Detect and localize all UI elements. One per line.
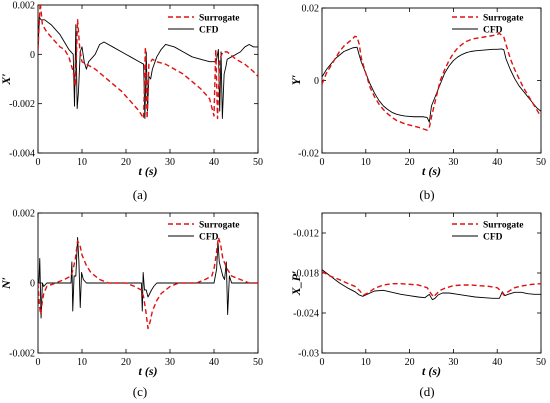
plot-frame (37, 4, 259, 154)
x-tick-label: 20 (405, 357, 415, 368)
series-line-surrogate (38, 5, 258, 120)
x-tick-label: 30 (448, 157, 458, 168)
x-tick-label: 40 (209, 157, 219, 168)
y-tick-label: -0.004 (9, 149, 35, 160)
legend-label: Surrogate (483, 221, 523, 231)
x-axis-label: t (s) (139, 164, 158, 178)
panel-caption: (a) (133, 187, 147, 202)
panel-caption: (c) (133, 384, 147, 399)
legend-label: CFD (483, 26, 503, 36)
x-axis-label: t (s) (139, 364, 158, 378)
x-tick-label: 50 (253, 157, 263, 168)
x-tick-label: 0 (36, 157, 41, 168)
series-line-cfd (322, 46, 541, 123)
x-tick-label: 30 (165, 357, 175, 368)
y-tick-label: 0 (314, 76, 319, 87)
plot-frame (321, 7, 542, 154)
x-tick-label: 10 (77, 357, 87, 368)
x-tick-label: 20 (405, 157, 415, 168)
y-tick-label: 0.02 (302, 4, 320, 15)
legend-label: CFD (199, 26, 219, 36)
series-line-cfd (38, 16, 258, 119)
x-axis-label: t (s) (422, 364, 441, 378)
y-tick-label: 0.002 (13, 209, 36, 220)
legend-label: Surrogate (483, 14, 523, 24)
x-tick-label: 40 (209, 357, 219, 368)
series-line-cfd (322, 269, 541, 301)
x-tick-label: 50 (253, 357, 263, 368)
x-tick-label: 10 (361, 357, 371, 368)
y-axis-label: N′ (0, 277, 13, 290)
y-tick-label: -0.024 (293, 309, 319, 320)
y-tick-label: -0.012 (293, 229, 319, 240)
x-tick-label: 50 (536, 357, 546, 368)
x-tick-label: 0 (320, 357, 325, 368)
x-tick-label: 40 (492, 357, 502, 368)
chart-panel-4: -0.03 -0.024 -0.018 -0.012 0 10 20 30 40 50 X_P′t … (289, 212, 546, 399)
legend-label: Surrogate (199, 221, 239, 231)
y-tick-label: -0.02 (298, 149, 319, 160)
legend-label: CFD (199, 233, 219, 243)
x-tick-label: 0 (36, 357, 41, 368)
x-tick-label: 20 (121, 157, 131, 168)
panel-caption: (b) (419, 187, 434, 202)
x-axis-label: t (s) (422, 164, 441, 178)
panel-caption: (d) (419, 384, 434, 399)
y-tick-label: 0 (30, 279, 35, 290)
x-tick-label: 20 (121, 357, 131, 368)
y-tick-label: -0.03 (298, 349, 319, 360)
y-axis-label: X′ (0, 73, 13, 85)
chart-panel-1: -0.004 -0.002 0 0.002 0 10 20 30 40 50 X′ t (s) Surr… (0, 1, 263, 203)
x-tick-label: 50 (536, 157, 546, 168)
legend-label: Surrogate (199, 14, 239, 24)
legend-label: CFD (483, 233, 503, 243)
x-tick-label: 0 (320, 157, 325, 168)
x-tick-label: 10 (77, 157, 87, 168)
y-tick-label: -0.002 (9, 349, 35, 360)
x-tick-label: 30 (448, 357, 458, 368)
x-tick-label: 10 (361, 157, 371, 168)
y-tick-label: 0 (30, 50, 35, 61)
series-line-surrogate (38, 236, 258, 330)
x-tick-label: 40 (492, 157, 502, 168)
x-tick-label: 30 (165, 157, 175, 168)
y-axis-label: X_P′ (289, 271, 303, 297)
series-line-cfd (38, 237, 258, 319)
series-line-surrogate (322, 271, 541, 298)
plot-frame (321, 212, 542, 354)
y-tick-label: 0.002 (13, 1, 36, 12)
y-axis-label: Y′ (289, 75, 303, 86)
y-tick-label: -0.002 (9, 99, 35, 110)
y-tick-label: -0.018 (293, 269, 319, 280)
